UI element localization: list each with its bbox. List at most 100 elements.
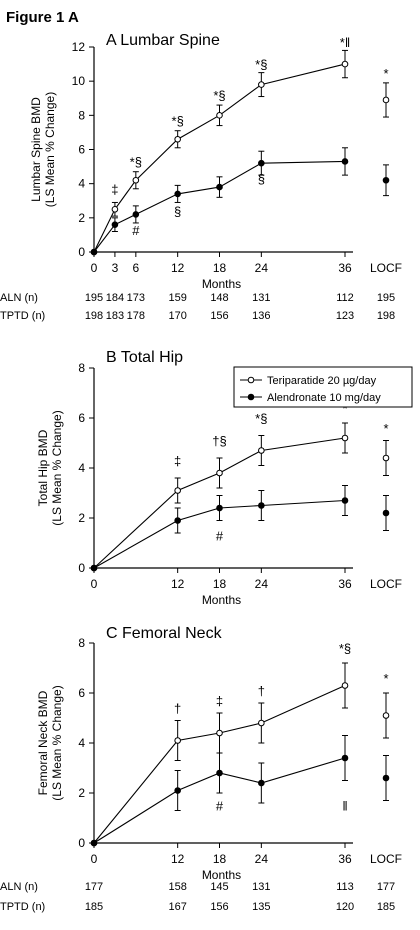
data-point [174, 487, 181, 494]
y-tick-label: 4 [78, 461, 85, 475]
x-tick-label-locf: LOCF [370, 852, 402, 866]
x-tick-label-locf: LOCF [370, 577, 402, 591]
n-table-cell: 183 [106, 310, 124, 322]
locf-point [382, 454, 390, 462]
n-table-cell: 195 [377, 292, 395, 304]
locf-point [382, 176, 390, 184]
n-table-cell: 178 [127, 310, 145, 322]
data-point [341, 497, 349, 504]
n-table-cell: 131 [252, 292, 270, 304]
locf-point [382, 774, 390, 782]
data-point [174, 135, 181, 143]
y-tick-label: 8 [78, 361, 85, 375]
data-point [216, 112, 223, 119]
legend-label: Alendronate 10 mg/day [267, 392, 381, 404]
significance-annotation: * [383, 671, 388, 686]
data-point [132, 176, 140, 184]
n-table-cell: 123 [336, 310, 354, 322]
x-tick-label: 18 [213, 852, 227, 866]
y-tick-label: 6 [78, 411, 85, 425]
significance-annotation: *§ [255, 57, 267, 72]
significance-annotation: ‡ [216, 694, 223, 709]
x-tick-label: 36 [338, 852, 352, 866]
x-tick-label: 18 [213, 577, 227, 591]
n-table-cell: 195 [85, 292, 103, 304]
x-tick-label: 6 [132, 261, 139, 275]
x-tick-label: 36 [338, 577, 352, 591]
n-table-cell: 173 [127, 292, 145, 304]
n-table-row-label: TPTD (n) [0, 310, 45, 322]
legend: Teriparatide 20 µg/day Alendronate 10 mg/… [233, 366, 413, 408]
significance-annotation: # [216, 529, 224, 544]
data-point [341, 434, 349, 442]
significance-annotation: † [258, 684, 265, 699]
significance-annotation: *§ [255, 411, 267, 426]
n-table-cell: 120 [336, 901, 354, 913]
data-point [258, 719, 265, 727]
y-tick-label: 4 [78, 736, 85, 750]
y-tick-label: 2 [78, 511, 85, 525]
n-table-cell: 135 [252, 901, 270, 913]
n-table-cell: 112 [336, 292, 354, 304]
data-point [258, 779, 265, 787]
legend-label: Teriparatide 20 µg/day [267, 375, 377, 387]
data-point [111, 221, 119, 228]
n-table-cell: 185 [377, 901, 395, 913]
data-point [90, 839, 98, 847]
significance-annotation: *§ [172, 114, 184, 129]
x-tick-label: 0 [91, 852, 98, 866]
significance-annotation: ‡ [111, 182, 118, 197]
data-point [341, 754, 349, 762]
n-table-cell: 136 [252, 310, 270, 322]
data-point [341, 682, 349, 689]
n-table-cell: 184 [106, 292, 124, 304]
data-point [216, 769, 223, 777]
n-table-row-label: ALN (n) [0, 292, 38, 304]
locf-point [382, 96, 390, 104]
y-tick-label: 0 [78, 836, 85, 850]
y-tick-label: 4 [78, 177, 85, 191]
significance-annotation: # [132, 223, 140, 238]
significance-annotation: * [342, 401, 347, 416]
data-point [216, 183, 223, 191]
data-point [174, 737, 181, 744]
significance-annotation: ‡ [174, 454, 181, 469]
x-tick-label: 36 [338, 261, 352, 275]
y-axis-label: Femoral Neck BMD [36, 690, 50, 795]
y-tick-label: 6 [78, 686, 85, 700]
x-tick-label: 24 [255, 852, 269, 866]
y-axis-label: (LS Mean % Change) [43, 92, 57, 207]
significance-annotation: § [174, 204, 181, 219]
data-point [258, 81, 265, 88]
y-axis-label: (LS Mean % Change) [50, 685, 64, 800]
y-tick-label: 10 [72, 74, 86, 88]
data-point [216, 729, 223, 737]
x-tick-label: 12 [171, 852, 185, 866]
significance-annotation: *§ [130, 155, 142, 170]
legend-marker [247, 393, 255, 401]
y-tick-label: 6 [78, 143, 85, 157]
data-point [132, 211, 140, 218]
x-axis-label: Months [202, 868, 241, 882]
panel-title: B Total Hip [106, 349, 183, 366]
data-point [174, 787, 181, 794]
n-table-cell: 156 [210, 310, 228, 322]
legend-box [233, 366, 413, 408]
data-point [90, 248, 98, 256]
x-tick-label: 18 [213, 261, 227, 275]
n-table-cell: 131 [252, 881, 270, 893]
n-table-cell: 159 [168, 292, 186, 304]
n-table-cell: 156 [210, 901, 228, 913]
x-tick-label: 3 [112, 261, 119, 275]
significance-annotation: *§ [213, 88, 225, 103]
n-table-cell: 170 [168, 310, 186, 322]
y-axis-label: Total Hip BMD [36, 429, 50, 506]
data-point [216, 504, 223, 512]
y-tick-label: 2 [78, 211, 85, 225]
y-axis-label: (LS Mean % Change) [50, 410, 64, 525]
figure-title: Figure 1 A [6, 9, 79, 26]
panel-title: A Lumbar Spine [106, 32, 220, 49]
